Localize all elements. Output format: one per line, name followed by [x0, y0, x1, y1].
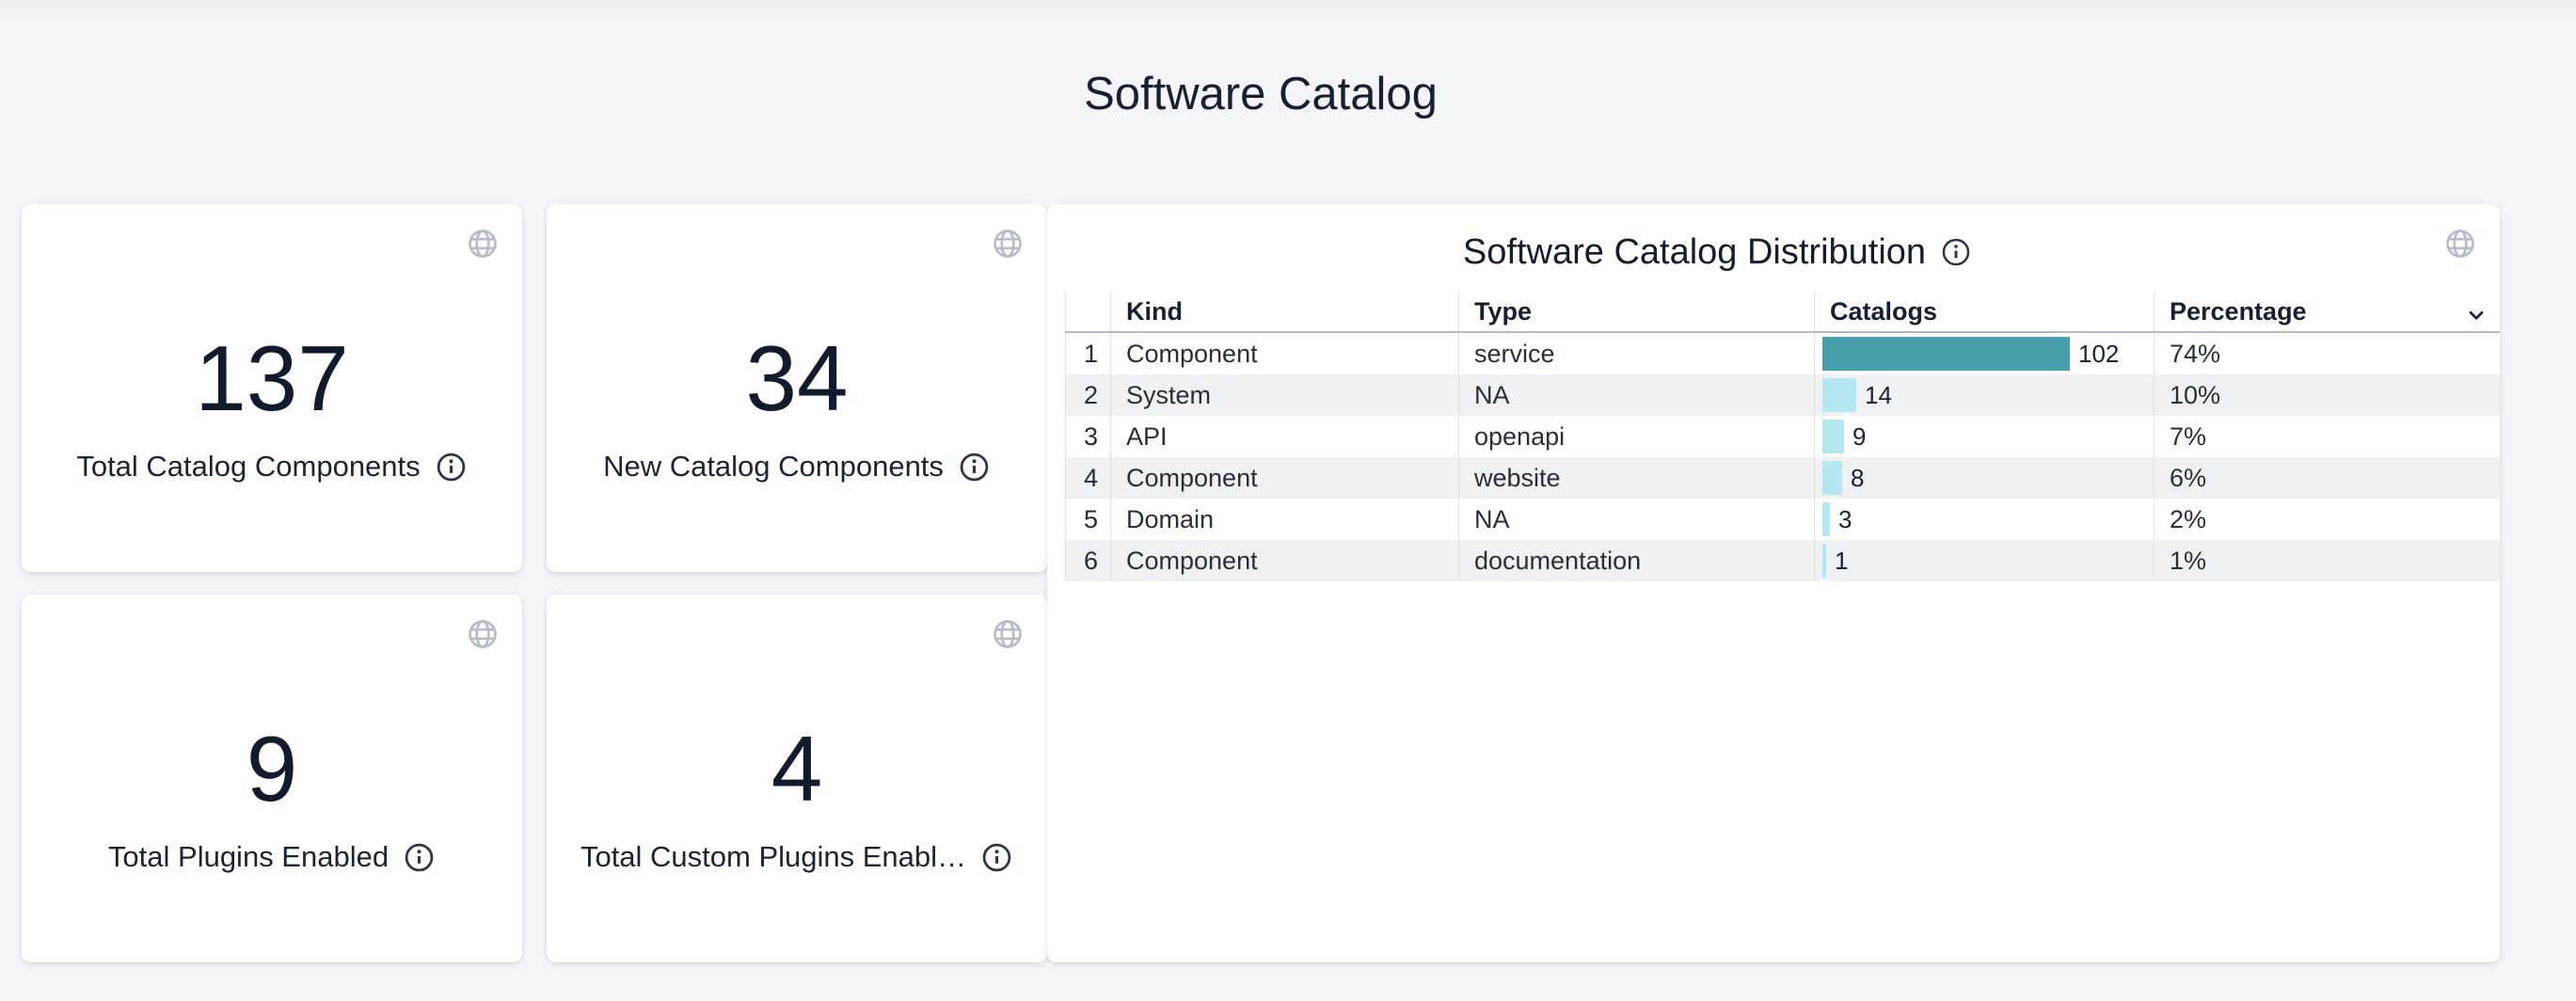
stat-label: Total Plugins Enabled — [107, 840, 390, 873]
cell-row-number: 2 — [1065, 374, 1110, 416]
cell-type: NA — [1458, 374, 1814, 416]
catalogs-bar-value: 3 — [1838, 504, 1852, 533]
header-type[interactable]: Type — [1458, 292, 1814, 331]
catalogs-bar — [1822, 502, 1830, 536]
cell-percentage: 7% — [2154, 416, 2500, 457]
stat-card-total-plugins-enabled: 9 Total Plugins Enabled — [22, 595, 522, 962]
cell-catalogs: 102 — [1814, 333, 2154, 374]
table-row: 4 Component website 8 6% — [1065, 457, 2500, 499]
stat-value: 4 — [771, 717, 823, 820]
catalogs-bar — [1822, 461, 1842, 495]
cell-row-number: 3 — [1065, 416, 1110, 457]
catalogs-bar — [1822, 420, 1844, 453]
stat-label: New Catalog Components — [603, 450, 944, 483]
table-title: Software Catalog Distribution — [1462, 231, 1927, 272]
cell-kind: Component — [1110, 333, 1458, 374]
cell-row-number: 1 — [1065, 333, 1110, 374]
cell-row-number: 4 — [1065, 457, 1110, 499]
cell-percentage: 74% — [2154, 333, 2500, 374]
cell-kind: Component — [1110, 540, 1458, 581]
catalogs-bar-value: 1 — [1835, 546, 1849, 575]
cell-row-number: 5 — [1065, 499, 1110, 540]
catalogs-bar — [1822, 337, 2070, 371]
cell-percentage: 6% — [2154, 457, 2500, 499]
table-row: 6 Component documentation 1 1% — [1065, 540, 2500, 581]
catalogs-bar-value: 8 — [1851, 463, 1865, 492]
header-kind[interactable]: Kind — [1110, 292, 1458, 331]
cell-percentage: 2% — [2154, 499, 2500, 540]
cell-row-number: 6 — [1065, 540, 1110, 581]
distribution-table-card: Software Catalog Distribution Kind Type … — [1047, 204, 2500, 962]
cell-catalogs: 9 — [1814, 416, 2154, 457]
cell-percentage: 1% — [2154, 540, 2500, 581]
cell-kind: Domain — [1110, 499, 1458, 540]
catalogs-bar — [1822, 378, 1856, 412]
info-icon[interactable] — [980, 841, 1013, 874]
cell-type: service — [1458, 333, 1814, 374]
cell-percentage: 10% — [2154, 374, 2500, 416]
cell-type: website — [1458, 457, 1814, 499]
cell-kind: API — [1110, 416, 1458, 457]
globe-icon — [466, 617, 500, 651]
catalogs-bar-value: 9 — [1852, 421, 1867, 451]
header-percentage-label: Percentage — [2170, 297, 2307, 326]
globe-icon — [991, 227, 1025, 261]
page-title: Software Catalog — [1084, 68, 1438, 119]
distribution-table: Kind Type Catalogs Percentage 1 Componen… — [1065, 292, 2500, 581]
cell-type: openapi — [1458, 416, 1814, 457]
stat-value: 34 — [745, 326, 849, 430]
stat-card-total-custom-plugins-enabled: 4 Total Custom Plugins Enabl… — [547, 595, 1047, 962]
cell-kind: Component — [1110, 457, 1458, 499]
info-icon[interactable] — [403, 841, 436, 874]
info-icon[interactable] — [1940, 236, 1973, 269]
table-row: 2 System NA 14 10% — [1065, 374, 2500, 416]
table-row: 5 Domain NA 3 2% — [1065, 499, 2500, 540]
cell-catalogs: 14 — [1814, 374, 2154, 416]
stat-value: 137 — [195, 326, 349, 430]
catalogs-bar-value: 102 — [2078, 339, 2120, 368]
info-icon[interactable] — [958, 451, 991, 484]
table-header-row: Kind Type Catalogs Percentage — [1065, 292, 2500, 333]
cell-kind: System — [1110, 374, 1458, 416]
table-row: 1 Component service 102 74% — [1065, 333, 2500, 374]
globe-icon — [991, 617, 1025, 651]
globe-icon — [466, 227, 500, 261]
stat-value: 9 — [246, 717, 298, 820]
cell-type: NA — [1458, 499, 1814, 540]
table-body: 1 Component service 102 74% 2 System NA — [1065, 333, 2500, 581]
stat-label: Total Catalog Components — [76, 450, 421, 483]
chevron-down-icon[interactable] — [2464, 299, 2489, 324]
info-icon[interactable] — [435, 451, 468, 484]
stat-card-total-catalog-components: 137 Total Catalog Components — [22, 204, 522, 572]
header-catalogs[interactable]: Catalogs — [1814, 292, 2154, 331]
cell-type: documentation — [1458, 540, 1814, 581]
header-row-number — [1065, 292, 1110, 331]
cell-catalogs: 3 — [1814, 499, 2154, 540]
stat-label: Total Custom Plugins Enabl… — [580, 840, 967, 873]
globe-icon — [2443, 227, 2477, 261]
cell-catalogs: 8 — [1814, 457, 2154, 499]
header-percentage[interactable]: Percentage — [2154, 292, 2500, 331]
table-row: 3 API openapi 9 7% — [1065, 416, 2500, 457]
stat-card-new-catalog-components: 34 New Catalog Components — [547, 204, 1047, 572]
cell-catalogs: 1 — [1814, 540, 2154, 581]
catalogs-bar — [1822, 544, 1826, 578]
catalogs-bar-value: 14 — [1865, 380, 1892, 409]
